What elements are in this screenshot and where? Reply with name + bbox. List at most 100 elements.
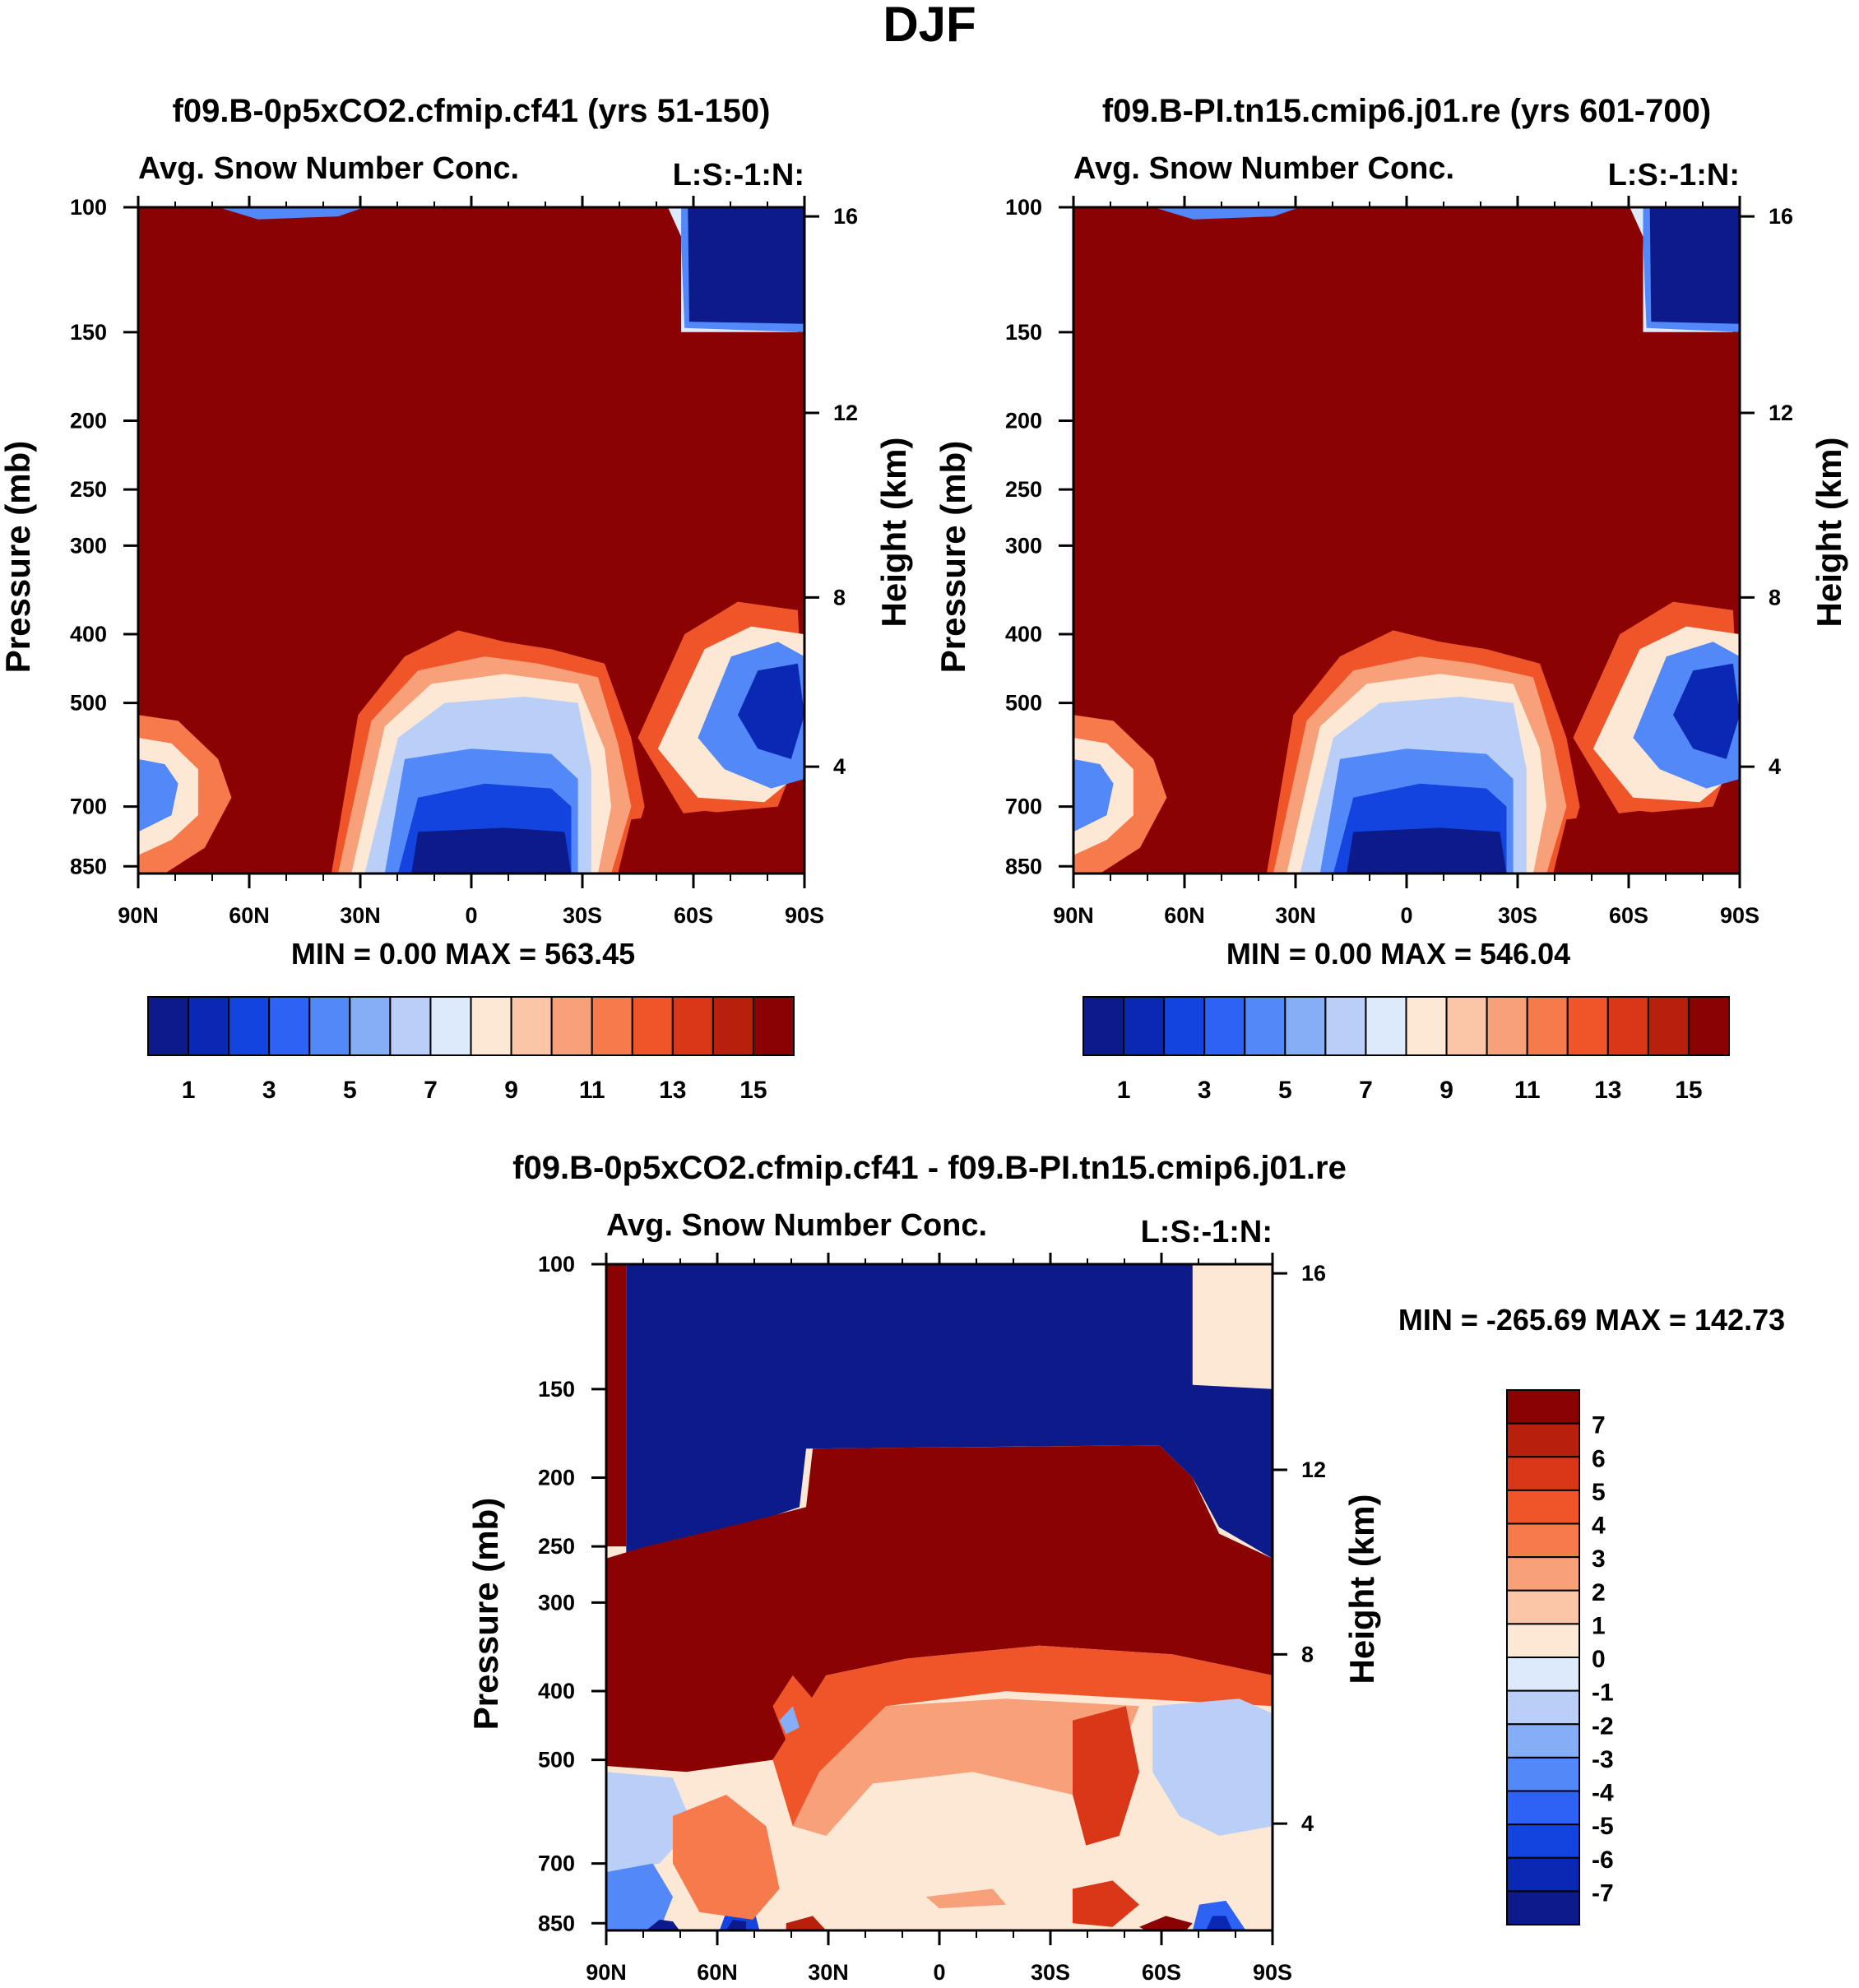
- colorbar-label: 1: [182, 1077, 196, 1104]
- colorbar-swatch: [188, 996, 230, 1056]
- colorbar-swatch: [1203, 996, 1246, 1056]
- panel-title: f09.B-0p5xCO2.cfmip.cf41 - f09.B-PI.tn15…: [512, 1150, 1347, 1186]
- colorbar-swatch: [752, 996, 795, 1056]
- colorbar: 1 3 5 7 9 11 13 15: [147, 996, 795, 1104]
- heatmap-region: [792, 1698, 1139, 1836]
- panel-title: f09.B-PI.tn15.cmip6.j01.re (yrs 601-700): [1102, 93, 1711, 129]
- colorbar-label: 11: [579, 1077, 605, 1104]
- panel-subtitle-left: Avg. Snow Number Conc.: [138, 151, 519, 186]
- colorbar-swatch: [1647, 996, 1690, 1056]
- y-tick-label: 850: [70, 854, 107, 878]
- heatmap-region: [673, 1795, 780, 1920]
- colorbar-swatch: [147, 996, 190, 1056]
- y-tick-label: 150: [70, 320, 107, 345]
- heatmap-region: [411, 827, 572, 874]
- y-tick-label: 200: [1005, 409, 1042, 433]
- y-tick-label: 300: [70, 533, 107, 558]
- colorbar-label: 9: [504, 1077, 518, 1104]
- x-tick-label: 30S: [1031, 1960, 1070, 1985]
- colorbar-swatch: [1606, 996, 1649, 1056]
- heatmap-region: [1139, 1916, 1193, 1930]
- x-tick-label: 0: [1400, 903, 1412, 928]
- heatmap-region: [1153, 207, 1300, 220]
- colorbar-label: 7: [1359, 1077, 1373, 1104]
- heatmap-region: [688, 207, 804, 324]
- heatmap-region-low: [626, 1264, 1273, 1559]
- colorbar-swatch: [1506, 1623, 1580, 1658]
- y-right-tick-label: 16: [833, 204, 858, 229]
- colorbar-label: 13: [659, 1077, 686, 1104]
- colorbar-swatch: [1445, 996, 1488, 1056]
- heatmap-region: [925, 1888, 1006, 1909]
- panel-subtitle-right: L:S:-1:N:: [1141, 1215, 1273, 1249]
- colorbar-swatch: [671, 996, 714, 1056]
- y-right-tick-label: 12: [833, 401, 858, 425]
- y-tick-label: 500: [1005, 691, 1042, 716]
- colorbar-swatch: [1506, 1589, 1580, 1625]
- heatmap-region-high: [606, 1445, 1273, 1773]
- colorbar-swatch: [228, 996, 271, 1056]
- y-tick-label: 100: [1005, 195, 1042, 220]
- panel-p3: f09.B-0p5xCO2.cfmip.cf41 - f09.B-PI.tn15…: [466, 1150, 1785, 1985]
- colorbar: 1 3 5 7 9 11 13 15: [1082, 996, 1730, 1104]
- y-axis-label: Pressure (mb): [934, 441, 972, 673]
- heatmap-region: [1206, 1916, 1233, 1930]
- colorbar-label: 2: [1592, 1579, 1606, 1606]
- colorbar-label: -4: [1592, 1780, 1614, 1807]
- y-right-tick-label: 8: [1301, 1642, 1314, 1666]
- heatmap-field: [606, 1264, 1273, 1930]
- x-tick-label: 90S: [785, 903, 824, 928]
- x-tick-label: 90N: [118, 903, 159, 928]
- y-axis-label-right: Height (km): [1810, 438, 1848, 628]
- heatmap-region: [1192, 1264, 1273, 1385]
- heatmap-region: [1192, 1900, 1246, 1930]
- colorbar-label: 13: [1594, 1077, 1621, 1104]
- heatmap-region: [606, 1772, 693, 1873]
- colorbar-swatch: [1486, 996, 1528, 1056]
- colorbar-swatch: [712, 996, 754, 1056]
- colorbar-swatch: [1506, 1790, 1580, 1826]
- colorbar-swatch: [1506, 1556, 1580, 1592]
- colorbar: 7 6 5 4 3 2 1 0 -1 -2 -3 -4 -5 -6 -7: [1506, 1389, 1614, 1925]
- colorbar-swatch: [1506, 1689, 1580, 1726]
- stats-text: MIN = 0.00 MAX = 546.04: [1226, 937, 1570, 971]
- y-tick-label: 150: [1005, 320, 1042, 345]
- x-tick-label: 30S: [563, 903, 602, 928]
- heatmap-region: [738, 663, 804, 759]
- colorbar-label: 7: [1592, 1412, 1606, 1439]
- y-tick-label: 400: [70, 622, 107, 646]
- y-tick-label: 500: [538, 1748, 575, 1773]
- x-tick-label: 90S: [1253, 1960, 1292, 1985]
- y-tick-label: 200: [70, 409, 107, 433]
- colorbar-label: 3: [1198, 1077, 1212, 1104]
- y-right-tick-label: 4: [833, 754, 846, 779]
- colorbar-label: -6: [1592, 1847, 1614, 1874]
- panel-subtitle-right: L:S:-1:N:: [673, 158, 804, 192]
- heatmap-region: [726, 1919, 747, 1930]
- colorbar-swatch: [1365, 996, 1407, 1056]
- figure-title: DJF: [883, 0, 976, 52]
- panel-subtitle-left: Avg. Snow Number Conc.: [1073, 151, 1454, 186]
- heatmap-region: [1073, 758, 1114, 832]
- y-tick-label: 100: [70, 195, 107, 220]
- y-tick-label: 250: [538, 1534, 575, 1559]
- y-tick-label: 700: [70, 795, 107, 819]
- colorbar-swatch: [1506, 1890, 1580, 1925]
- colorbar-label: -2: [1592, 1712, 1614, 1740]
- y-right-tick-label: 16: [1301, 1261, 1326, 1286]
- colorbar-swatch: [268, 996, 311, 1056]
- y-tick-label: 300: [1005, 533, 1042, 558]
- colorbar-swatch: [1506, 1723, 1580, 1759]
- heatmap-region: [779, 1706, 800, 1735]
- heatmap-region-high: [618, 810, 791, 874]
- x-tick-label: 90N: [586, 1960, 627, 1985]
- stats-text: MIN = -265.69 MAX = 142.73: [1398, 1303, 1785, 1337]
- colorbar-swatch: [349, 996, 392, 1056]
- heatmap-region: [606, 1863, 673, 1930]
- colorbar-label: 3: [1592, 1545, 1606, 1573]
- panel-subtitle-left: Avg. Snow Number Conc.: [606, 1208, 987, 1243]
- colorbar-label: 3: [262, 1077, 276, 1104]
- colorbar-swatch: [1324, 996, 1367, 1056]
- heatmap-region: [772, 1645, 1273, 1827]
- colorbar-swatch: [1506, 1856, 1580, 1893]
